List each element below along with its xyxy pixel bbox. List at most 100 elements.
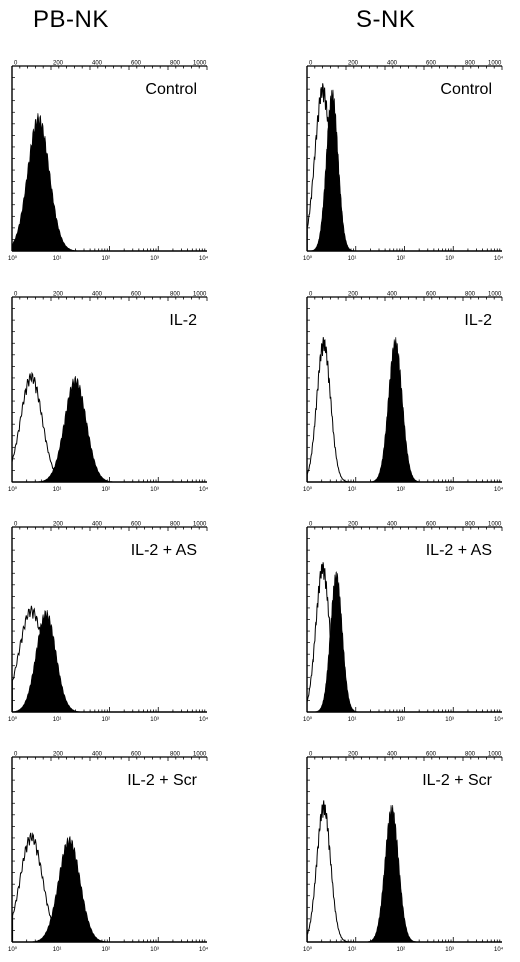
x-tick-label: 10³ <box>150 487 159 493</box>
x-tick-label: 10⁴ <box>494 255 504 262</box>
top-tick-label: 800 <box>465 752 476 758</box>
top-tick-label: 800 <box>465 522 476 528</box>
condition-label: IL-2 + AS <box>426 542 492 559</box>
histogram-panel-6: 0 200 400 600 800 1000 10⁰ 10¹ 10² 10³ 10⁴ IL-2 + A… <box>303 522 504 724</box>
top-tick-label: 200 <box>348 292 359 298</box>
x-tick-label: 10¹ <box>348 487 357 493</box>
top-tick-label: 200 <box>53 61 64 67</box>
x-tick-label: 10² <box>102 947 111 953</box>
top-tick-label: 600 <box>426 752 437 758</box>
x-tick-label: 10⁴ <box>494 716 504 723</box>
top-tick-label: 600 <box>426 61 437 67</box>
top-tick-label: 1000 <box>488 61 502 67</box>
top-tick-label: 0 <box>309 61 313 67</box>
histogram-panel-3: 0 200 400 600 800 1000 10⁰ 10¹ 10² 10³ 10⁴ IL-2 <box>8 292 209 494</box>
top-tick-label: 0 <box>309 752 313 758</box>
x-tick-label: 10³ <box>445 947 454 953</box>
condition-label: IL-2 + Scr <box>422 772 492 789</box>
condition-label: IL-2 <box>464 312 492 329</box>
x-tick-label: 10² <box>102 717 111 723</box>
top-tick-label: 400 <box>387 522 398 528</box>
histogram-filled <box>30 376 121 483</box>
top-tick-label: 200 <box>348 522 359 528</box>
top-tick-label: 1000 <box>193 752 207 758</box>
x-tick-label: 10¹ <box>53 487 62 493</box>
top-tick-label: 800 <box>465 61 476 67</box>
x-tick-label: 10⁰ <box>303 255 313 262</box>
top-tick-label: 600 <box>131 522 142 528</box>
top-tick-label: 1000 <box>488 752 502 758</box>
top-tick-label: 1000 <box>488 522 502 528</box>
x-tick-label: 10⁴ <box>199 716 209 723</box>
top-tick-label: 800 <box>465 292 476 298</box>
condition-label: IL-2 <box>169 312 197 329</box>
x-tick-label: 10⁰ <box>8 716 18 723</box>
histogram-panel-1: 0 200 400 600 800 1000 10⁰ 10¹ 10² 10³ 10⁴ Control <box>8 61 209 263</box>
top-tick-label: 600 <box>426 522 437 528</box>
x-tick-label: 10³ <box>150 947 159 953</box>
top-tick-label: 1000 <box>193 522 207 528</box>
histogram-filled <box>11 113 84 252</box>
top-tick-label: 200 <box>348 61 359 67</box>
top-tick-label: 200 <box>53 752 64 758</box>
x-tick-label: 10⁴ <box>494 946 504 953</box>
top-tick-label: 800 <box>170 522 181 528</box>
top-tick-label: 400 <box>387 292 398 298</box>
column-title-s-nk: S-NK <box>356 6 416 33</box>
top-tick-label: 400 <box>387 61 398 67</box>
x-tick-label: 10⁴ <box>199 946 209 953</box>
histogram-filled <box>24 836 115 943</box>
x-tick-label: 10² <box>102 487 111 493</box>
top-tick-label: 1000 <box>488 292 502 298</box>
x-tick-label: 10² <box>397 487 406 493</box>
top-tick-label: 200 <box>53 522 64 528</box>
histogram-filled <box>366 337 424 483</box>
condition-label: Control <box>440 81 492 98</box>
top-tick-label: 1000 <box>193 292 207 298</box>
top-tick-label: 200 <box>53 292 64 298</box>
x-tick-label: 10⁰ <box>303 946 313 953</box>
top-tick-label: 1000 <box>193 61 207 67</box>
histogram-panel-2: 0 200 400 600 800 1000 10⁰ 10¹ 10² 10³ 10⁴ Control <box>303 61 504 263</box>
top-tick-label: 400 <box>387 752 398 758</box>
x-tick-label: 10⁰ <box>8 486 18 493</box>
x-tick-label: 10¹ <box>348 717 357 723</box>
x-tick-label: 10¹ <box>53 717 62 723</box>
x-tick-label: 10³ <box>150 717 159 723</box>
condition-label: IL-2 + AS <box>131 542 197 559</box>
x-tick-label: 10⁰ <box>303 486 313 493</box>
x-tick-label: 10⁰ <box>303 716 313 723</box>
top-tick-label: 400 <box>92 522 103 528</box>
top-tick-label: 0 <box>14 522 18 528</box>
top-tick-label: 600 <box>426 292 437 298</box>
x-tick-label: 10¹ <box>348 256 357 262</box>
top-tick-label: 200 <box>348 752 359 758</box>
histogram-panel-8: 0 200 400 600 800 1000 10⁰ 10¹ 10² 10³ 10⁴ IL-2 + S… <box>303 752 504 954</box>
top-tick-label: 0 <box>14 61 18 67</box>
top-tick-label: 400 <box>92 292 103 298</box>
x-tick-label: 10³ <box>445 256 454 262</box>
x-tick-label: 10⁴ <box>199 255 209 262</box>
x-tick-label: 10² <box>397 947 406 953</box>
x-tick-label: 10³ <box>445 487 454 493</box>
top-tick-label: 0 <box>309 522 313 528</box>
top-tick-label: 800 <box>170 292 181 298</box>
top-tick-label: 800 <box>170 752 181 758</box>
top-tick-label: 400 <box>92 61 103 67</box>
top-tick-label: 600 <box>131 292 142 298</box>
x-tick-label: 10³ <box>445 717 454 723</box>
histogram-panel-7: 0 200 400 600 800 1000 10⁰ 10¹ 10² 10³ 10⁴ IL-2 + S… <box>8 752 209 954</box>
top-tick-label: 0 <box>309 292 313 298</box>
top-tick-label: 800 <box>170 61 181 67</box>
histogram-filled <box>311 571 361 713</box>
x-tick-label: 10² <box>397 256 406 262</box>
x-tick-label: 10⁴ <box>494 486 504 493</box>
x-tick-label: 10⁰ <box>8 255 18 262</box>
top-tick-label: 600 <box>131 61 142 67</box>
x-tick-label: 10¹ <box>53 947 62 953</box>
top-tick-label: 0 <box>14 292 18 298</box>
histogram-open <box>306 337 353 483</box>
histogram-panel-4: 0 200 400 600 800 1000 10⁰ 10¹ 10² 10³ 10⁴ IL-2 <box>303 292 504 494</box>
top-tick-label: 0 <box>14 752 18 758</box>
